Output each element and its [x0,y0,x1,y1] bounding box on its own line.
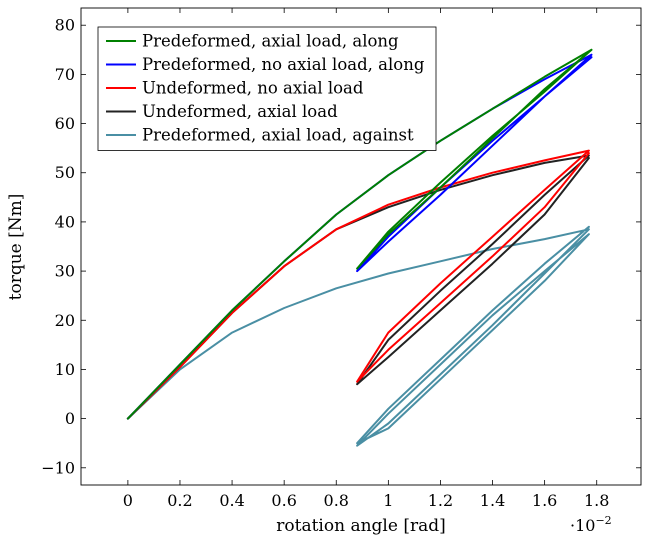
series-line [126,48,593,420]
x-tick-label: 0.6 [271,491,296,510]
legend-label: Undeformed, no axial load [142,79,364,98]
axis-ticks: 0 0.2 0.4 0.6 0.8 1 1.2 1.4 1.6 1.8 −10 0 10 20 30 40 50… [41,8,641,510]
x-axis-label: rotation angle [rad] [276,516,445,536]
y-tick-label: 20 [55,311,75,330]
x-tick-label: 0.4 [219,491,244,510]
x-tick-label: 1.6 [532,491,557,510]
x-tick-label: 1.2 [428,491,453,510]
x-multiplier-exponent: −2 [595,514,611,527]
x-tick-label: 1 [383,491,393,510]
x-tick-label: 0.8 [324,491,349,510]
x-tick-label: 1.4 [480,491,505,510]
y-tick-label: 50 [55,163,75,182]
y-tick-label: 30 [55,262,75,281]
x-tick-label: 0 [123,491,133,510]
y-tick-label: 60 [55,114,75,133]
series-line [126,225,590,447]
y-tick-label: 40 [55,212,75,231]
series-line [126,149,590,420]
legend-label: Predeformed, no axial load, along [142,55,425,74]
legend: Predeformed, axial load, along Predeforme… [97,26,437,151]
x-tick-label: 0.2 [167,491,192,510]
legend-box [97,26,437,151]
legend-label: Undeformed, axial load [142,102,338,121]
y-tick-label: 10 [55,360,75,379]
legend-label: Predeformed, axial load, along [142,32,399,51]
y-tick-label: 0 [65,409,75,428]
series-layer [126,48,593,447]
x-tick-label: 1.8 [584,491,609,510]
y-tick-label: 80 [55,16,75,35]
y-tick-label: 70 [55,65,75,84]
y-tick-label: −10 [41,458,75,477]
x-axis-multiplier: ·10−2 [570,514,612,535]
legend-label: Predeformed, axial load, against [142,126,414,145]
y-axis-label: torque [Nm] [6,194,26,301]
plot-area-frame [80,7,642,486]
x-multiplier-base: ·10 [570,516,595,535]
